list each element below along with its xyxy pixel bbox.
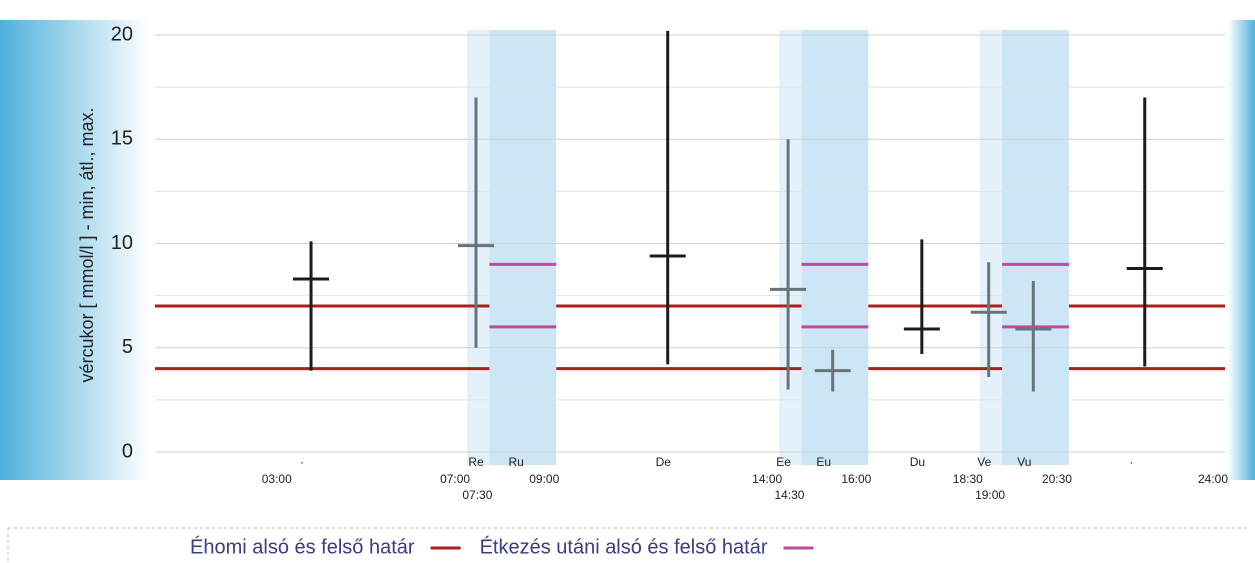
y-tick-label: 15 [111, 128, 133, 150]
x-tick-label: 19:00 [975, 488, 1005, 502]
category-label: Eu [816, 455, 831, 469]
x-tick-label: 03:00 [262, 472, 292, 486]
legend-label: Éhomi alsó és felső határ [190, 535, 415, 558]
x-tick-label: 07:30 [462, 488, 492, 502]
y-tick-label: 0 [122, 440, 133, 462]
category-label: Du [910, 455, 925, 469]
y-tick-label: 5 [122, 336, 133, 358]
category-label: Re [468, 455, 484, 469]
category-label: · [300, 455, 304, 469]
category-label: Ve [977, 455, 991, 469]
x-tick-label: 14:00 [752, 472, 782, 486]
x-tick-label: 24:00 [1198, 472, 1228, 486]
category-label: De [656, 455, 672, 469]
x-tick-label: 20:30 [1042, 472, 1072, 486]
category-label: Ru [508, 455, 523, 469]
side-glow [1228, 20, 1255, 480]
x-tick-label: 16:00 [841, 472, 871, 486]
meal-window [801, 30, 869, 465]
legend-label: Étkezés utáni alsó és felső határ [480, 535, 768, 558]
meal-window [489, 30, 557, 465]
category-label: Ee [776, 455, 791, 469]
x-tick-label: 18:30 [953, 472, 983, 486]
y-axis-label: vércukor [ mmol/l ] - min, átl., max. [77, 107, 97, 382]
meal-window [1002, 30, 1069, 465]
y-tick-label: 10 [111, 232, 133, 254]
x-tick-label: 09:00 [529, 472, 559, 486]
x-tick-label: 14:30 [774, 488, 804, 502]
side-glow [0, 20, 150, 480]
y-tick-label: 20 [111, 23, 133, 45]
category-label: Vu [1017, 455, 1031, 469]
x-tick-label: 07:00 [440, 472, 470, 486]
category-label: · [1129, 455, 1133, 469]
